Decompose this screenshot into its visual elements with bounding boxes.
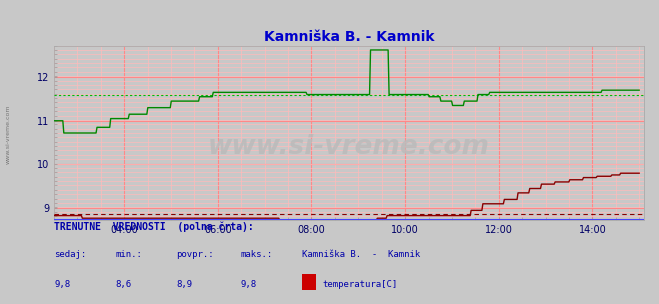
Text: www.si-vreme.com: www.si-vreme.com xyxy=(208,134,490,160)
Text: www.si-vreme.com: www.si-vreme.com xyxy=(5,104,11,164)
Text: Kamniška B.  -  Kamnik: Kamniška B. - Kamnik xyxy=(302,250,420,259)
Text: TRENUTNE  VREDNOSTI  (polna črta):: TRENUTNE VREDNOSTI (polna črta): xyxy=(54,221,254,232)
Text: povpr.:: povpr.: xyxy=(177,250,214,259)
Text: 8,9: 8,9 xyxy=(177,280,192,289)
Text: min.:: min.: xyxy=(115,250,142,259)
Title: Kamniška B. - Kamnik: Kamniška B. - Kamnik xyxy=(264,30,434,44)
Text: 9,8: 9,8 xyxy=(241,280,256,289)
Text: sedaj:: sedaj: xyxy=(54,250,86,259)
Text: temperatura[C]: temperatura[C] xyxy=(323,280,398,289)
Text: 9,8: 9,8 xyxy=(54,280,70,289)
Text: maks.:: maks.: xyxy=(241,250,273,259)
Text: 8,6: 8,6 xyxy=(115,280,131,289)
